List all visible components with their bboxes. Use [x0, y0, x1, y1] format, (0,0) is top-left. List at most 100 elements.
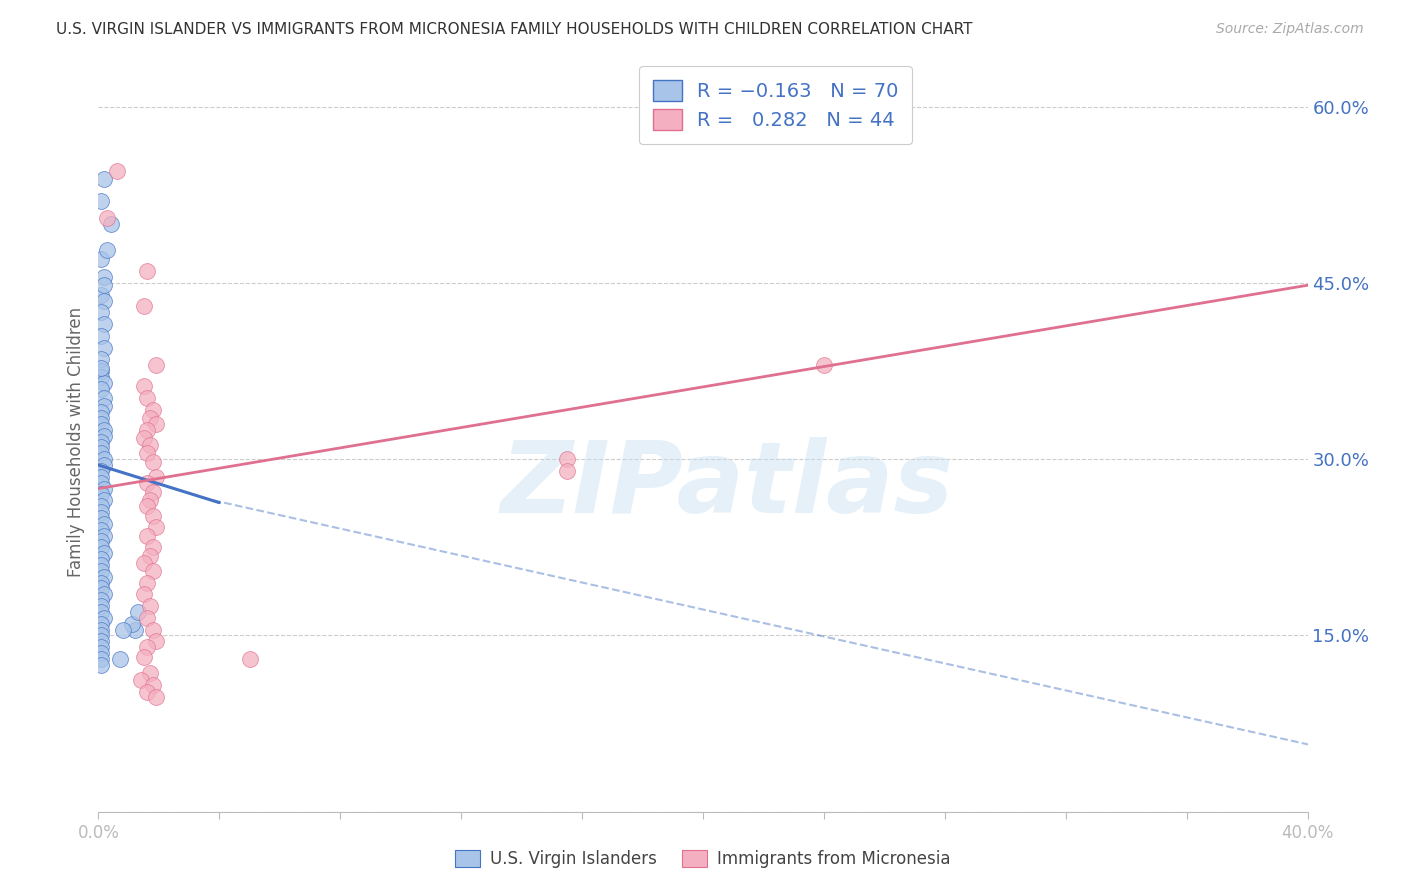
Point — [90, 305, 112, 319]
Point — [135, 685, 157, 699]
Point — [135, 575, 157, 590]
Point — [145, 417, 167, 431]
Point — [90, 446, 112, 460]
Point — [90, 360, 112, 375]
Point — [135, 499, 157, 513]
Point — [90, 541, 112, 555]
Point — [90, 593, 112, 607]
Point — [135, 611, 157, 625]
Point — [90, 405, 112, 419]
Point — [90, 575, 112, 590]
Point — [139, 549, 162, 563]
Point — [90, 434, 112, 449]
Text: ZIPatlas: ZIPatlas — [501, 437, 953, 534]
Point — [121, 616, 143, 631]
Point — [90, 505, 112, 519]
Point — [555, 464, 578, 478]
Point — [124, 623, 146, 637]
Point — [813, 358, 835, 372]
Point — [142, 454, 165, 468]
Point — [135, 640, 157, 655]
Point — [90, 599, 112, 613]
Point — [139, 411, 162, 425]
Point — [129, 673, 152, 687]
Point — [93, 376, 115, 390]
Point — [132, 379, 155, 393]
Point — [93, 516, 115, 531]
Point — [93, 493, 115, 508]
Point — [90, 499, 112, 513]
Point — [93, 528, 115, 542]
Point — [96, 211, 118, 226]
Point — [139, 599, 162, 613]
Point — [90, 475, 112, 490]
Point — [132, 431, 155, 445]
Point — [135, 446, 157, 460]
Point — [135, 264, 157, 278]
Point — [90, 194, 112, 208]
Point — [139, 493, 162, 508]
Y-axis label: Family Households with Children: Family Households with Children — [66, 307, 84, 576]
Point — [139, 666, 162, 681]
Point — [132, 587, 155, 601]
Point — [93, 482, 115, 496]
Point — [142, 541, 165, 555]
Point — [555, 452, 578, 467]
Point — [93, 270, 115, 285]
Point — [90, 628, 112, 642]
Point — [139, 438, 162, 452]
Point — [90, 511, 112, 525]
Point — [90, 464, 112, 478]
Point — [93, 172, 115, 186]
Point — [90, 252, 112, 267]
Point — [90, 605, 112, 619]
Point — [135, 391, 157, 405]
Point — [132, 649, 155, 664]
Legend: U.S. Virgin Islanders, Immigrants from Micronesia: U.S. Virgin Islanders, Immigrants from M… — [449, 843, 957, 875]
Point — [93, 452, 115, 467]
Point — [90, 552, 112, 566]
Point — [93, 570, 115, 584]
Point — [142, 678, 165, 692]
Point — [93, 293, 115, 308]
Point — [127, 605, 149, 619]
Point — [108, 652, 131, 666]
Point — [145, 634, 167, 648]
Point — [142, 485, 165, 500]
Point — [100, 217, 122, 231]
Point — [90, 382, 112, 396]
Point — [90, 411, 112, 425]
Point — [135, 423, 157, 437]
Text: U.S. VIRGIN ISLANDER VS IMMIGRANTS FROM MICRONESIA FAMILY HOUSEHOLDS WITH CHILDR: U.S. VIRGIN ISLANDER VS IMMIGRANTS FROM … — [56, 22, 973, 37]
Point — [142, 508, 165, 523]
Point — [90, 582, 112, 596]
Point — [142, 623, 165, 637]
Point — [90, 652, 112, 666]
Point — [93, 317, 115, 331]
Point — [90, 523, 112, 537]
Point — [90, 657, 112, 672]
Legend: R = −0.163   N = 70, R =   0.282   N = 44: R = −0.163 N = 70, R = 0.282 N = 44 — [638, 66, 912, 144]
Point — [90, 328, 112, 343]
Point — [93, 611, 115, 625]
Point — [132, 556, 155, 570]
Point — [135, 475, 157, 490]
Point — [93, 399, 115, 413]
Point — [90, 534, 112, 549]
Point — [90, 352, 112, 367]
Point — [93, 391, 115, 405]
Point — [90, 364, 112, 378]
Point — [145, 520, 167, 534]
Point — [93, 587, 115, 601]
Point — [90, 370, 112, 384]
Point — [90, 634, 112, 648]
Text: Source: ZipAtlas.com: Source: ZipAtlas.com — [1216, 22, 1364, 37]
Point — [105, 164, 128, 178]
Point — [111, 623, 134, 637]
Point — [145, 358, 167, 372]
Point — [90, 640, 112, 655]
Point — [142, 564, 165, 578]
Point — [90, 470, 112, 484]
Point — [135, 528, 157, 542]
Point — [90, 646, 112, 660]
